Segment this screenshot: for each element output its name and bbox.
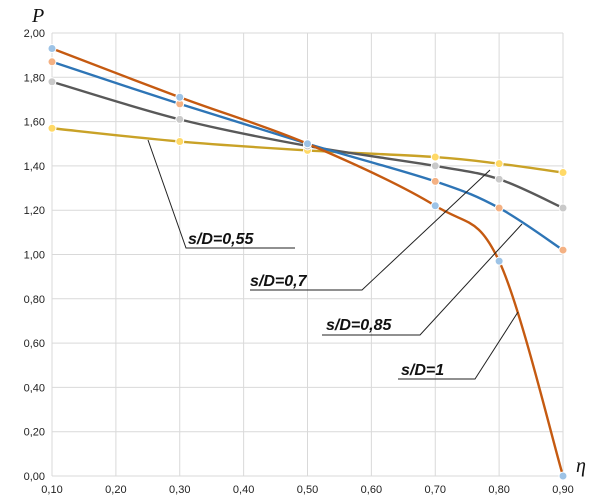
data-point [430,152,440,162]
x-tick-label: 0,10 [41,484,62,496]
y-tick-label: 1,40 [24,161,45,173]
annotation-label: s/D=0,55 [188,231,254,248]
data-point [494,203,504,213]
annotation-leader-line [147,139,295,249]
x-tick-label: 0,60 [361,484,382,496]
data-point [303,139,312,149]
y-tick-label: 0,80 [24,294,45,306]
data-point [430,201,440,211]
annotation-label: s/D=1 [401,362,444,379]
y-tick-label: 1,00 [24,250,45,262]
data-point [47,57,57,67]
y-tick-label: 1,60 [24,117,45,129]
y-tick-label: 0,20 [24,427,45,439]
annotation-leader-line [322,223,523,336]
y-tick-label: 0,00 [24,471,45,483]
annotation-leader-line [398,311,519,380]
data-point [494,256,504,266]
x-axis-ticks: 0,10 0,20 0,30 0,40 0,50 0,60 0,70 0,80 0,90 [41,484,573,496]
x-tick-label: 0,70 [425,484,446,496]
x-tick-label: 0,50 [297,484,318,496]
annotation-leaders [147,139,523,380]
data-point [430,161,440,171]
series-1 [47,57,568,255]
annotations: s/D=0,55 s/D=0,7 s/D=0,85 s/D=1 [188,231,444,379]
data-point [47,77,57,87]
data-point [47,123,57,133]
data-point [494,174,504,184]
y-tick-label: 1,80 [24,72,45,84]
data-point [558,245,568,255]
y-tick-label: 1,20 [24,205,45,217]
y-tick-label: 0,60 [24,338,45,350]
data-point [175,92,185,102]
data-point [47,44,57,54]
data-point [558,168,568,178]
data-point [494,159,504,169]
y-tick-label: 2,00 [24,28,45,40]
data-point [175,114,185,124]
x-tick-label: 0,90 [552,484,573,496]
x-tick-label: 0,20 [105,484,126,496]
annotation-leader-line [250,169,491,291]
data-point [558,471,568,481]
annotation-label: s/D=0,85 [326,317,392,334]
grid [51,32,564,477]
y-tick-label: 0,40 [24,382,45,394]
data-point [430,176,440,186]
x-tick-label: 0,30 [169,484,190,496]
data-point [558,203,568,213]
y-axis-ticks: 0,00 0,20 0,40 0,60 0,80 1,00 1,20 1,40 1,60 1,80… [24,28,45,483]
x-axis-label: η [576,455,586,477]
data-point [175,137,185,147]
y-axis-label: P [31,5,44,27]
x-tick-label: 0,80 [488,484,509,496]
x-tick-label: 0,40 [233,484,254,496]
annotation-label: s/D=0,7 [250,273,308,290]
